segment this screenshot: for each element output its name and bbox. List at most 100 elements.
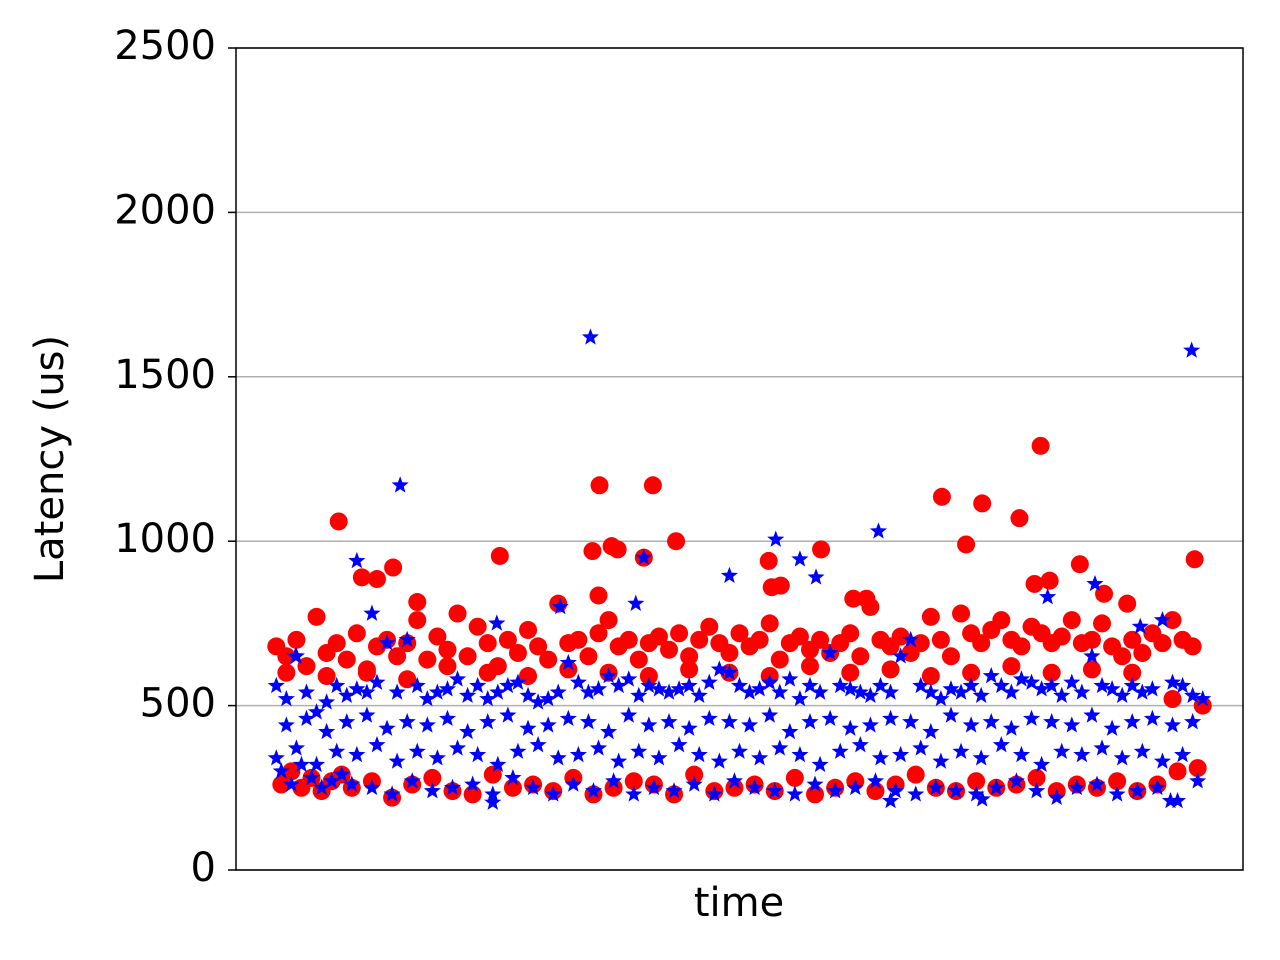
point [670, 624, 689, 643]
point [297, 657, 316, 676]
point [1153, 752, 1171, 769]
point [388, 752, 406, 769]
point [423, 768, 442, 787]
point [892, 745, 910, 763]
point [408, 611, 427, 630]
point [831, 676, 849, 694]
point [368, 736, 386, 753]
point [1093, 676, 1111, 694]
point [504, 768, 522, 786]
point [608, 540, 627, 559]
point [499, 706, 517, 723]
point [403, 772, 421, 789]
point [287, 630, 306, 649]
point [1083, 647, 1101, 664]
point [972, 634, 991, 653]
point [800, 657, 819, 676]
point [318, 693, 336, 710]
point [952, 742, 970, 759]
point [600, 722, 618, 740]
point [1028, 782, 1046, 799]
point [649, 627, 668, 646]
point [549, 749, 567, 766]
point [483, 765, 502, 784]
point [508, 643, 527, 662]
point [670, 680, 688, 697]
point [770, 650, 789, 669]
y-tick-label: 2000 [114, 187, 216, 233]
point [1082, 630, 1101, 649]
point [329, 512, 348, 531]
point [338, 713, 356, 730]
point [368, 673, 386, 690]
point [725, 778, 744, 797]
point [348, 680, 366, 697]
point [343, 775, 361, 792]
point [529, 637, 548, 656]
point [1048, 788, 1066, 805]
point [1002, 683, 1020, 700]
point [921, 667, 940, 686]
point [1123, 713, 1141, 730]
point [660, 683, 678, 700]
point [771, 576, 790, 595]
point [272, 775, 291, 794]
point [418, 650, 437, 669]
point [1031, 436, 1050, 455]
point [539, 716, 557, 733]
point [459, 722, 477, 740]
point [869, 522, 888, 539]
point [398, 713, 416, 730]
point [469, 676, 487, 694]
point [932, 690, 950, 707]
point [348, 745, 366, 763]
point [1113, 647, 1132, 666]
point [1043, 713, 1061, 730]
point [791, 690, 809, 707]
point [952, 604, 971, 623]
point [812, 540, 831, 559]
point [600, 667, 618, 684]
point [650, 680, 668, 697]
point [806, 775, 824, 792]
point [479, 690, 497, 707]
point [972, 749, 990, 766]
point [811, 683, 829, 700]
point [610, 676, 628, 694]
point [1174, 745, 1192, 763]
point [871, 749, 890, 766]
point [725, 772, 744, 789]
point [544, 785, 562, 802]
point [962, 676, 980, 694]
point [1133, 742, 1151, 759]
point [982, 713, 1000, 730]
point [907, 785, 925, 802]
point [1052, 627, 1071, 646]
point [1103, 680, 1121, 697]
point [690, 745, 708, 763]
point [509, 673, 527, 690]
point [927, 778, 945, 796]
point [337, 650, 356, 669]
point [363, 604, 381, 621]
point [1040, 571, 1059, 590]
point [922, 722, 940, 740]
point [801, 713, 819, 730]
point [811, 755, 829, 773]
point [786, 785, 804, 802]
point [529, 736, 547, 753]
point [841, 719, 859, 736]
point [670, 736, 688, 753]
point [1148, 778, 1166, 796]
point [313, 778, 331, 796]
point [308, 755, 326, 773]
point [1025, 574, 1044, 593]
point [1188, 759, 1207, 778]
point [690, 630, 709, 649]
point [464, 775, 482, 792]
point [348, 551, 366, 569]
point [478, 634, 497, 653]
point [1184, 713, 1202, 730]
point [1143, 680, 1161, 697]
point [539, 690, 557, 707]
